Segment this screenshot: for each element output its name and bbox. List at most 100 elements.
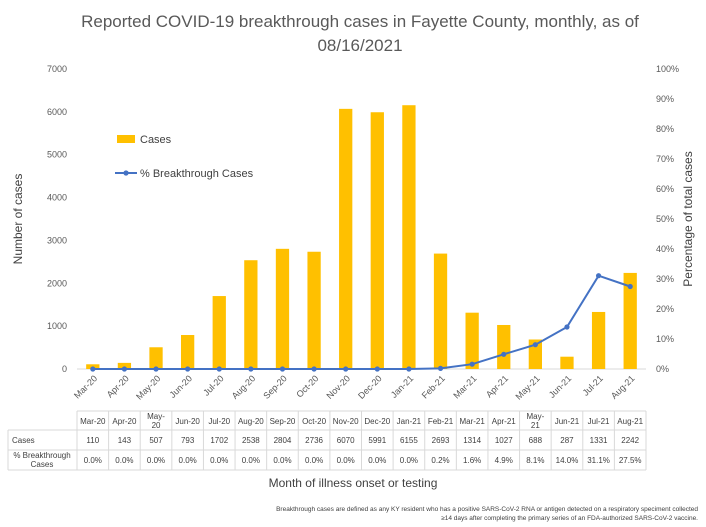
line-point [279,366,286,372]
line-point [153,366,159,372]
table-header-cell: Feb-21 [428,417,454,426]
y2-tick-label: 50% [656,214,674,224]
x-tick-label: Oct-20 [294,373,320,399]
table-row-label-pct: % Breakthrough Cases [13,451,70,469]
table-cell-cases: 6155 [400,436,418,445]
bar [497,324,511,369]
table-cell-pct: 0.0% [273,456,291,465]
table-header-cell: Jan-21 [397,417,422,426]
legend-label-line: % Breakthrough Cases [140,168,254,180]
y-tick-label: 5000 [47,150,67,160]
table-cell-pct: 0.0% [115,456,133,465]
line-point [216,366,222,372]
table-cell-cases: 1027 [495,436,513,445]
table-header-cell: Jul-21 [588,417,610,426]
bar [149,347,163,369]
x-tick-label: Mar-20 [72,373,99,400]
footnote: Breakthrough cases are defined as any KY… [276,506,698,522]
table-cell-pct: 14.0% [556,456,579,465]
table-header-cell: May-20 [147,412,165,430]
table-header-cell: Jun-21 [555,417,580,426]
table-cell-cases: 2736 [305,436,323,445]
line-point [532,342,538,348]
legend-group: Cases % Breakthrough Cases [115,134,254,180]
table-cell-pct: 0.0% [179,456,197,465]
line-point [406,366,412,372]
bar [465,312,479,369]
line-point [374,366,380,372]
table-cell-pct: 4.9% [495,456,513,465]
bar [117,362,132,369]
y2-tick-label: 10% [656,334,674,344]
table-header-cell: Dec-20 [364,417,390,426]
legend-label-cases: Cases [140,134,172,146]
legend-swatch-cases [117,135,135,143]
y-tick-label: 3000 [47,235,67,245]
table-cell-cases: 2242 [621,436,639,445]
bar [181,335,195,369]
line-point [595,273,602,279]
y2-tick-label: 40% [656,244,674,254]
x-tick-label: Apr-20 [105,373,131,399]
y-axis-title: Number of cases [11,174,25,265]
table-cell-pct: 8.1% [526,456,544,465]
table-cell-pct: 0.0% [242,456,260,465]
x-tick-label: Dec-20 [356,373,384,401]
y2-tick-label: 80% [656,124,674,134]
table-cell-cases: 2693 [432,436,450,445]
bars-group [86,105,637,369]
bar [433,253,448,369]
line-point [437,365,444,371]
bar [212,296,226,369]
y2-tick-label: 20% [656,304,674,314]
table-header-cell: Oct-20 [302,417,327,426]
line-point [343,366,349,372]
bar [370,112,384,369]
table-header-cell: Apr-21 [492,417,517,426]
x-tick-label: May-20 [134,373,162,401]
data-table: Mar-20 Apr-20 May-20 Jun-20 Jul-20 Aug-20 Sep-… [7,410,647,471]
x-tick-label: May-21 [513,373,541,401]
x-tick-label: Jul-20 [201,373,225,397]
table-cell-cases: 143 [118,436,132,445]
line-point [185,366,191,372]
y-tick-label: 1000 [47,321,67,331]
y-tick-label: 4000 [47,193,67,203]
bar [528,339,542,369]
x-tick-label: Jun-20 [168,373,195,400]
legend-swatch-marker [123,170,129,176]
bar [623,272,637,369]
line-point [121,366,128,372]
table-cell-cases: 287 [560,436,574,445]
table-cell-pct: 27.5% [619,456,642,465]
x-tick-label: Jan-21 [389,373,416,400]
table-cell-cases: 6070 [337,436,355,445]
table-cell-pct: 0.0% [368,456,386,465]
x-axis-title: Month of illness onset or testing [268,476,438,490]
table-header-cell: Sep-20 [270,417,296,426]
table-cell-cases: 793 [181,436,195,445]
table-header-cell: Aug-21 [617,417,643,426]
table-cell-pct: 31.1% [587,456,610,465]
line-point [90,366,96,372]
y2-tick-label: 30% [656,274,674,284]
table-cell-cases: 1331 [590,436,608,445]
x-tick-label: Feb-21 [420,373,447,400]
table-cell-pct: 0.0% [84,456,102,465]
table-cell-cases: 688 [529,436,543,445]
y-tick-label: 2000 [47,278,67,288]
table-row-label-cases: Cases [12,436,35,445]
bar [307,251,321,369]
y2-axis-title: Percentage of total cases [681,151,695,286]
x-tick-label: Jul-21 [581,373,605,397]
table-cell-pct: 0.2% [431,456,449,465]
table-header-cell: Aug-20 [238,417,264,426]
line-point [248,366,254,372]
x-tick-label: Sep-20 [261,373,289,401]
bar [591,311,606,369]
bar [339,108,353,369]
line-group [90,273,633,372]
chart-title: Reported COVID-19 breakthrough cases in … [81,12,639,55]
table-cell-cases: 1702 [210,436,228,445]
